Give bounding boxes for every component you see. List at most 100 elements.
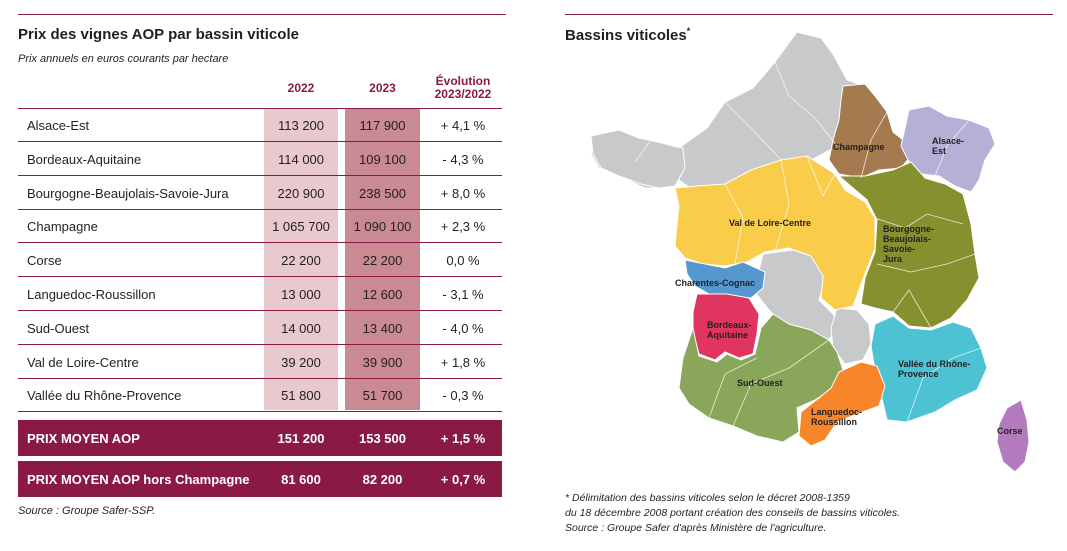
header-evolution-line2: 2023/2022 <box>434 87 492 101</box>
price-2022: 113 200 <box>277 118 325 133</box>
price-2023: 13 400 <box>362 320 403 336</box>
region-champagne <box>828 83 912 179</box>
evolution: + 4,1 % <box>440 118 486 133</box>
map-footnote: * Délimitation des bassins viticoles sel… <box>565 491 900 536</box>
region-name: Corse <box>27 253 62 269</box>
column-2023-background <box>345 108 420 410</box>
table-subtitle: Prix annuels en euros courants par hecta… <box>18 53 229 65</box>
evolution: - 4,0 % <box>442 320 484 336</box>
region-name: Alsace-Est <box>27 118 90 133</box>
right-top-rule <box>565 14 1053 15</box>
total-2023: 153 500 <box>359 431 406 446</box>
header-evolution: Évolution 2023/2022 <box>424 75 502 101</box>
header-evolution-line1: Évolution <box>435 74 491 88</box>
header-2023: 2023 <box>369 81 396 95</box>
region-bourgogne <box>837 161 980 329</box>
label-bourgogne: Bourgogne- Beaujolais- Savoie- Jura <box>883 224 934 264</box>
total-label: PRIX MOYEN AOP hors Champagne <box>27 472 250 487</box>
label-rhone-line2: Provence <box>898 369 939 379</box>
price-2022: 220 900 <box>277 185 325 201</box>
footnote-line1: * Délimitation des bassins viticoles sel… <box>565 492 850 504</box>
evolution: - 0,3 % <box>442 388 484 404</box>
label-bordeaux-line1: Bordeaux- <box>707 320 752 330</box>
map-title: Bassins viticoles* <box>565 26 690 44</box>
label-rhone: Vallée du Rhône- Provence <box>898 359 971 379</box>
total-label: PRIX MOYEN AOP <box>27 431 140 446</box>
region-languedoc <box>798 361 886 447</box>
evolution: - 4,3 % <box>442 151 484 167</box>
label-languedoc-line2: Roussillon <box>811 417 858 427</box>
price-2023: 51 700 <box>362 388 403 404</box>
label-alsace-line2: Est <box>932 146 947 156</box>
table-row: Vallée du Rhône-Provence 51 800 51 700 - 0,… <box>18 379 502 413</box>
map-title-text: Bassins viticoles <box>565 27 687 44</box>
left-top-rule <box>18 14 506 15</box>
total-evolution: + 1,5 % <box>440 431 486 446</box>
label-bordeaux: Bordeaux- Aquitaine <box>707 320 752 340</box>
price-2023: 1 090 100 <box>353 219 412 235</box>
label-alsace-line1: Alsace- <box>932 136 965 146</box>
label-bordeaux-line2: Aquitaine <box>707 330 749 340</box>
price-2022: 22 200 <box>281 253 321 269</box>
price-2023: 22 200 <box>362 253 403 269</box>
table-row: Champagne 1 065 700 1 090 100 + 2,3 % <box>18 210 502 244</box>
table-row: Sud-Ouest 14 000 13 400 - 4,0 % <box>18 312 502 345</box>
region-charentes <box>684 259 766 299</box>
total-evolution: + 0,7 % <box>440 472 486 487</box>
region-name: Val de Loire-Centre <box>27 354 139 370</box>
label-loire: Val de Loire-Centre <box>729 218 812 228</box>
price-2023: 117 900 <box>359 118 406 133</box>
table-row: Languedoc-Roussillon 13 000 12 600 - 3,1 % <box>18 278 502 311</box>
price-2022: 14 000 <box>281 320 321 336</box>
evolution: + 2,3 % <box>440 219 486 235</box>
price-2023: 39 900 <box>362 354 403 370</box>
region-corse <box>996 399 1030 473</box>
evolution: - 3,1 % <box>442 287 484 302</box>
total-2023: 82 200 <box>362 472 403 487</box>
total-2022: 151 200 <box>277 431 325 446</box>
price-2023: 109 100 <box>359 151 406 167</box>
table-row: Alsace-Est 113 200 117 900 + 4,1 % <box>18 109 502 142</box>
region-other-south <box>830 307 872 365</box>
region-other-brittany <box>590 129 686 189</box>
label-rhone-line1: Vallée du Rhône- <box>898 359 971 369</box>
total-row-hors-champagne: PRIX MOYEN AOP hors Champagne 81 600 82 … <box>18 461 502 497</box>
wine-regions-map: Champagne Alsace- Est Val de Loire-Centr… <box>575 28 1050 478</box>
table-title: Prix des vignes AOP par bassin viticole <box>18 26 299 43</box>
footnote-line2: du 18 décembre 2008 portant création des… <box>565 507 901 519</box>
label-corse: Corse <box>997 426 1023 436</box>
price-2022: 51 800 <box>281 388 321 404</box>
footnote-source: Source : Groupe Safer d'après Ministère … <box>565 522 827 534</box>
total-row-aop: PRIX MOYEN AOP 151 200 153 500 + 1,5 % <box>18 420 502 456</box>
header-2022: 2022 <box>287 81 315 95</box>
region-name: Bourgogne-Beaujolais-Savoie-Jura <box>27 185 229 201</box>
price-2023: 12 600 <box>362 287 403 302</box>
label-bourgogne-line3: Savoie- <box>883 244 916 254</box>
label-bourgogne-line4: Jura <box>883 254 903 264</box>
column-2022-background <box>264 108 338 410</box>
evolution: + 8,0 % <box>440 185 486 201</box>
label-languedoc: Languedoc- Roussillon <box>811 407 862 427</box>
price-2022: 114 000 <box>277 151 325 167</box>
region-name: Sud-Ouest <box>27 320 90 336</box>
region-name: Vallée du Rhône-Provence <box>27 388 182 404</box>
label-languedoc-line1: Languedoc- <box>811 407 862 417</box>
price-2022: 13 000 <box>281 287 321 302</box>
department-borders <box>634 61 982 427</box>
region-name: Languedoc-Roussillon <box>27 287 156 302</box>
label-bourgogne-line2: Beaujolais- <box>883 234 932 244</box>
price-2022: 39 200 <box>281 354 321 370</box>
label-charentes: Charentes-Cognac <box>675 278 756 288</box>
evolution: 0,0 % <box>446 253 480 269</box>
total-2022: 81 600 <box>281 472 321 487</box>
table-row: Bordeaux-Aquitaine 114 000 109 100 - 4,3 % <box>18 143 502 176</box>
table-row: Corse 22 200 22 200 0,0 % <box>18 244 502 278</box>
region-loire <box>674 155 876 311</box>
region-name: Champagne <box>27 219 98 235</box>
label-champagne: Champagne <box>833 142 885 152</box>
france-map-svg <box>590 31 1030 473</box>
table-row: Val de Loire-Centre 39 200 39 900 + 1,8 % <box>18 346 502 379</box>
table-source: Source : Groupe Safer-SSP. <box>18 505 156 517</box>
map-title-mark: * <box>686 26 691 36</box>
label-sudouest: Sud-Ouest <box>737 378 783 388</box>
